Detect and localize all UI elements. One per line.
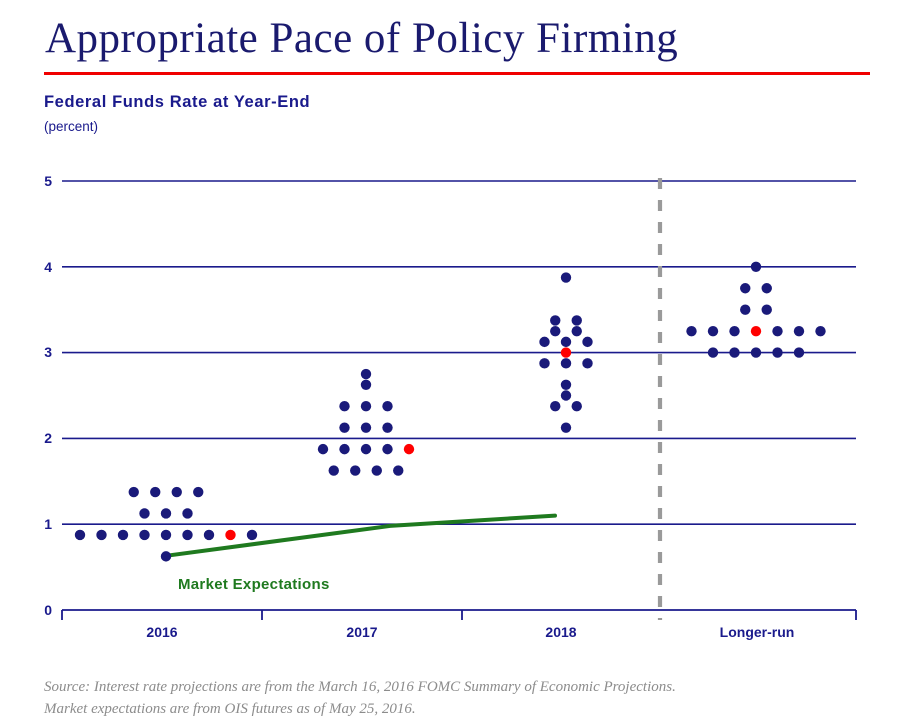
projection-dot bbox=[382, 443, 393, 455]
source-note: Source: Interest rate projections are fr… bbox=[44, 676, 904, 720]
projection-dot bbox=[740, 304, 751, 315]
dot-cluster-2017 bbox=[317, 368, 415, 476]
projection-dot bbox=[203, 529, 215, 541]
projection-dot bbox=[328, 465, 339, 476]
projection-dot bbox=[582, 336, 593, 348]
projection-dot bbox=[571, 325, 582, 337]
projection-dot bbox=[550, 315, 561, 326]
projection-dot bbox=[582, 358, 593, 369]
projection-dot bbox=[560, 422, 572, 433]
projection-dot bbox=[793, 347, 805, 358]
x-tick-label-2018: 2018 bbox=[545, 624, 577, 640]
y-tick-label-3: 3 bbox=[44, 344, 52, 360]
projection-dot bbox=[171, 486, 182, 498]
median-dot bbox=[225, 529, 236, 541]
projection-dot bbox=[339, 443, 350, 455]
x-tick-label-2017: 2017 bbox=[346, 624, 378, 640]
projection-dot bbox=[160, 551, 172, 562]
projection-dot bbox=[761, 283, 772, 294]
projection-dot bbox=[571, 315, 582, 326]
dot-cluster-2018 bbox=[539, 272, 593, 433]
projection-dot bbox=[350, 465, 361, 476]
projection-dot bbox=[128, 486, 139, 498]
projection-dot bbox=[772, 347, 783, 358]
projection-dot bbox=[150, 486, 161, 498]
projection-dot bbox=[139, 508, 150, 519]
projection-dot bbox=[74, 529, 86, 541]
projection-dot bbox=[729, 325, 740, 337]
projection-dot bbox=[815, 325, 826, 337]
projection-dot bbox=[560, 272, 572, 283]
projection-dot bbox=[750, 347, 762, 358]
projection-dot bbox=[393, 465, 404, 476]
projection-dot bbox=[317, 443, 329, 455]
market-expectations-line bbox=[163, 513, 557, 558]
x-tick-label-longer-run: Longer-run bbox=[719, 624, 795, 640]
projection-dot bbox=[571, 401, 582, 412]
projection-dot bbox=[360, 379, 372, 390]
projection-dot bbox=[382, 422, 393, 433]
projection-dot bbox=[772, 325, 783, 337]
median-dot bbox=[560, 347, 572, 358]
source-note-line-1: Source: Interest rate projections are fr… bbox=[44, 679, 676, 695]
projection-dot bbox=[96, 529, 107, 541]
chart-units-label: (percent) bbox=[44, 119, 99, 134]
y-tick-label-5: 5 bbox=[44, 173, 52, 189]
title-divider-rule bbox=[44, 72, 870, 75]
projection-dot bbox=[246, 529, 258, 541]
projection-dot bbox=[339, 401, 350, 412]
projection-dot bbox=[117, 529, 129, 541]
projection-dot bbox=[382, 401, 393, 412]
projection-dot bbox=[360, 368, 372, 380]
projection-dot bbox=[761, 304, 772, 315]
x-tick-label-2016: 2016 bbox=[146, 624, 178, 640]
projection-dot bbox=[182, 508, 193, 519]
projection-dot bbox=[707, 347, 719, 358]
projection-dot bbox=[371, 465, 382, 476]
projection-dot bbox=[707, 325, 719, 337]
projection-dot bbox=[160, 529, 172, 541]
source-note-line-2: Market expectations are from OIS futures… bbox=[44, 701, 416, 717]
page-title: Appropriate Pace of Policy Firming bbox=[45, 15, 679, 62]
projection-dot bbox=[360, 401, 372, 412]
projection-dot bbox=[560, 379, 572, 390]
y-tick-label-0: 0 bbox=[44, 602, 52, 618]
projection-dot bbox=[750, 261, 762, 272]
projection-dot bbox=[560, 336, 572, 348]
projection-dot bbox=[360, 443, 372, 455]
dot-cluster-longer-run bbox=[686, 261, 826, 358]
y-tick-label-1: 1 bbox=[44, 516, 52, 532]
projection-dot bbox=[339, 422, 350, 433]
projection-dot bbox=[793, 325, 805, 337]
projection-dot bbox=[182, 529, 193, 541]
median-dot bbox=[403, 443, 415, 455]
median-dot bbox=[750, 325, 762, 337]
projection-dot bbox=[686, 325, 697, 337]
projection-dot bbox=[360, 422, 372, 433]
projection-dot bbox=[193, 486, 204, 498]
y-tick-label-2: 2 bbox=[44, 430, 52, 446]
projection-dot bbox=[139, 529, 150, 541]
projection-dot bbox=[160, 508, 172, 519]
projection-dot bbox=[740, 283, 751, 294]
projection-dot bbox=[560, 390, 572, 401]
chart-subtitle: Federal Funds Rate at Year-End bbox=[44, 93, 311, 111]
dot-cluster-2016 bbox=[74, 486, 258, 562]
projection-dot bbox=[539, 358, 550, 369]
y-tick-label-4: 4 bbox=[44, 259, 52, 275]
projection-dot bbox=[560, 358, 572, 369]
projection-dot bbox=[550, 401, 561, 412]
market-expectations-annotation: Market Expectations bbox=[178, 576, 330, 593]
projection-dot bbox=[729, 347, 740, 358]
projection-dot bbox=[550, 325, 561, 337]
projection-dot bbox=[539, 336, 550, 348]
